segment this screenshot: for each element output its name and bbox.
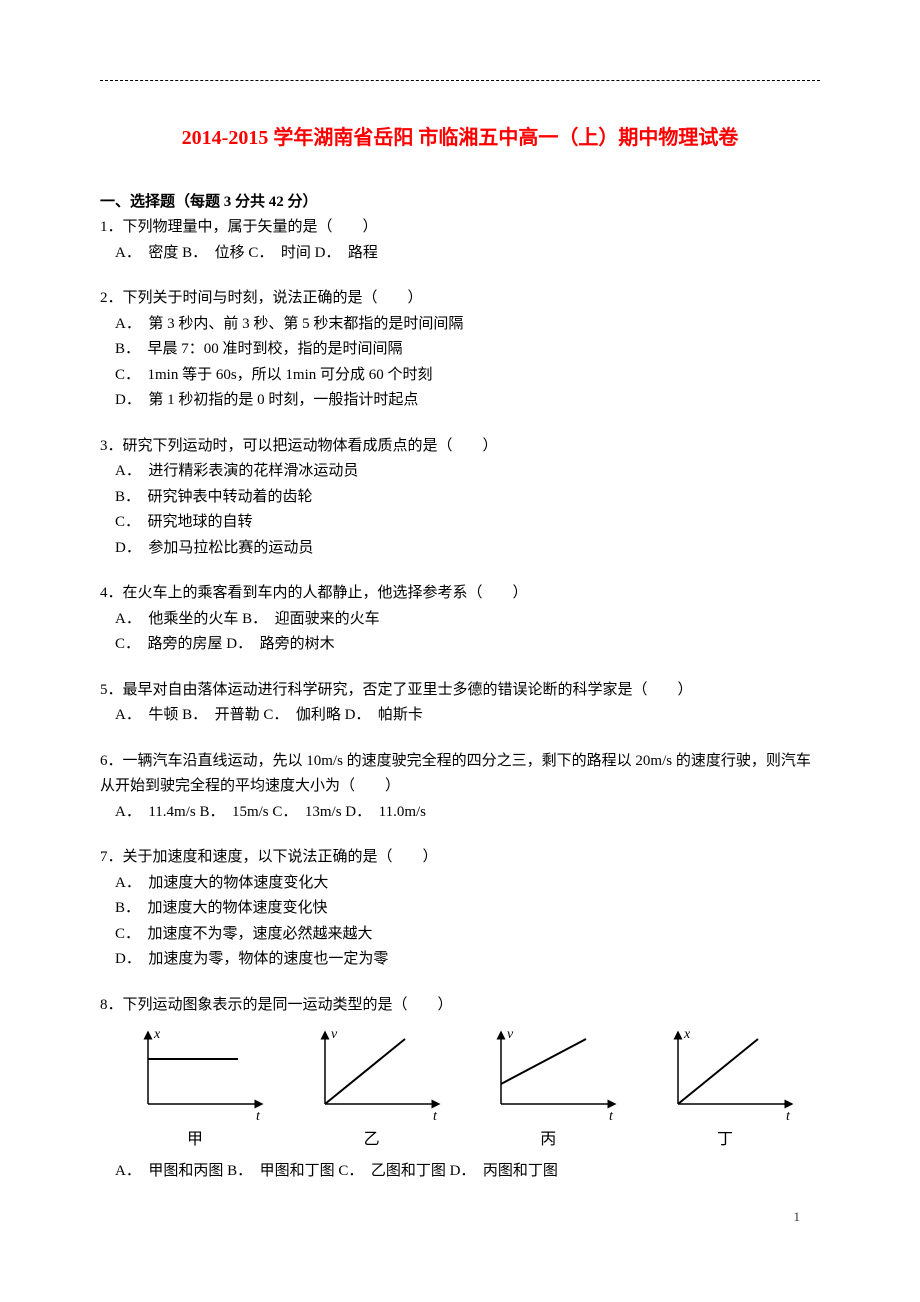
graph-constant: x t [120, 1024, 270, 1124]
question-option: D． 参加马拉松比赛的运动员 [100, 536, 820, 562]
section-header: 一、选择题（每题 3 分共 42 分） [100, 190, 840, 211]
question-option: C． 1min 等于 60s，所以 1min 可分成 60 个时刻 [100, 363, 820, 389]
question-option: D． 第 1 秒初指的是 0 时刻，一般指计时起点 [100, 388, 820, 414]
question-option: A． 加速度大的物体速度变化大 [100, 871, 820, 897]
question-option: A． 进行精彩表演的花样滑冰运动员 [100, 459, 820, 485]
svg-text:t: t [786, 1109, 791, 1124]
svg-text:x: x [153, 1027, 161, 1042]
question: 2．下列关于时间与时刻，说法正确的是（ ） A． 第 3 秒内、前 3 秒、第 … [100, 286, 820, 414]
question: 8．下列运动图象表示的是同一运动类型的是（ ） x t 甲 v t 乙 v t … [100, 993, 820, 1185]
question-stem: 5．最早对自由落体运动进行科学研究，否定了亚里士多德的错误论断的科学家是（ ） [100, 678, 820, 704]
exam-page: 2014-2015 学年湖南省岳阳 市临湘五中高一（上）期中物理试卷 一、选择题… [80, 0, 840, 1245]
question-option: A． 密度 B． 位移 C． 时间 D． 路程 [100, 241, 820, 267]
question-option: B． 加速度大的物体速度变化快 [100, 896, 820, 922]
question-option: A． 11.4m/s B． 15m/s C． 13m/s D． 11.0m/s [100, 800, 820, 826]
svg-text:t: t [256, 1109, 261, 1124]
svg-text:t: t [433, 1109, 438, 1124]
question-stem: 4．在火车上的乘客看到车内的人都静止，他选择参考系（ ） [100, 581, 820, 607]
question: 4．在火车上的乘客看到车内的人都静止，他选择参考系（ ） A． 他乘坐的火车 B… [100, 581, 820, 658]
graph-label: 甲 [120, 1126, 270, 1153]
question: 6．一辆汽车沿直线运动，先以 10m/s 的速度驶完全程的四分之三，剩下的路程以… [100, 749, 820, 826]
question-option: A． 第 3 秒内、前 3 秒、第 5 秒末都指的是时间间隔 [100, 312, 820, 338]
exam-title: 2014-2015 学年湖南省岳阳 市临湘五中高一（上）期中物理试卷 [80, 121, 840, 150]
question-option: C． 研究地球的自转 [100, 510, 820, 536]
graph-linear-origin: v t [297, 1024, 447, 1124]
svg-text:x: x [683, 1027, 691, 1042]
svg-text:t: t [609, 1109, 614, 1124]
question: 1．下列物理量中，属于矢量的是（ ） A． 密度 B． 位移 C． 时间 D． … [100, 215, 820, 266]
graph-linear-origin: x t [650, 1024, 800, 1124]
question-option: D． 加速度为零，物体的速度也一定为零 [100, 947, 820, 973]
graph-block: v t 乙 [297, 1024, 447, 1153]
top-divider [100, 80, 820, 81]
graph-label: 丙 [473, 1126, 623, 1153]
question-stem: 8．下列运动图象表示的是同一运动类型的是（ ） [100, 993, 820, 1019]
graph-block: x t 丁 [650, 1024, 800, 1153]
svg-text:v: v [507, 1027, 514, 1042]
question-option: B． 研究钟表中转动着的齿轮 [100, 485, 820, 511]
graph-block: v t 丙 [473, 1024, 623, 1153]
question-stem: 7．关于加速度和速度，以下说法正确的是（ ） [100, 845, 820, 871]
graph-label: 乙 [297, 1126, 447, 1153]
question-option: B． 早晨 7：00 准时到校，指的是时间间隔 [100, 337, 820, 363]
question-stem: 2．下列关于时间与时刻，说法正确的是（ ） [100, 286, 820, 312]
question-option: C． 路旁的房屋 D． 路旁的树木 [100, 632, 820, 658]
question-option: A． 牛顿 B． 开普勒 C． 伽利略 D． 帕斯卡 [100, 703, 820, 729]
graph-block: x t 甲 [120, 1024, 270, 1153]
question-option: C． 加速度不为零，速度必然越来越大 [100, 922, 820, 948]
question-stem: 1．下列物理量中，属于矢量的是（ ） [100, 215, 820, 241]
question-stem: 6．一辆汽车沿直线运动，先以 10m/s 的速度驶完全程的四分之三，剩下的路程以… [100, 749, 820, 800]
svg-text:v: v [331, 1027, 338, 1042]
question: 3．研究下列运动时，可以把运动物体看成质点的是（ ） A． 进行精彩表演的花样滑… [100, 434, 820, 562]
question-option: A． 他乘坐的火车 B． 迎面驶来的火车 [100, 607, 820, 633]
graph-label: 丁 [650, 1126, 800, 1153]
question: 5．最早对自由落体运动进行科学研究，否定了亚里士多德的错误论断的科学家是（ ） … [100, 678, 820, 729]
graphs-row: x t 甲 v t 乙 v t 丙 x t 丁 [120, 1024, 800, 1153]
questions-container: 1．下列物理量中，属于矢量的是（ ） A． 密度 B． 位移 C． 时间 D． … [80, 215, 840, 1185]
page-number: 1 [794, 1209, 801, 1225]
question-stem: 3．研究下列运动时，可以把运动物体看成质点的是（ ） [100, 434, 820, 460]
question: 7．关于加速度和速度，以下说法正确的是（ ） A． 加速度大的物体速度变化大 B… [100, 845, 820, 973]
question-option: A． 甲图和丙图 B． 甲图和丁图 C． 乙图和丁图 D． 丙图和丁图 [100, 1159, 820, 1185]
graph-increasing-x: v t [473, 1024, 623, 1124]
